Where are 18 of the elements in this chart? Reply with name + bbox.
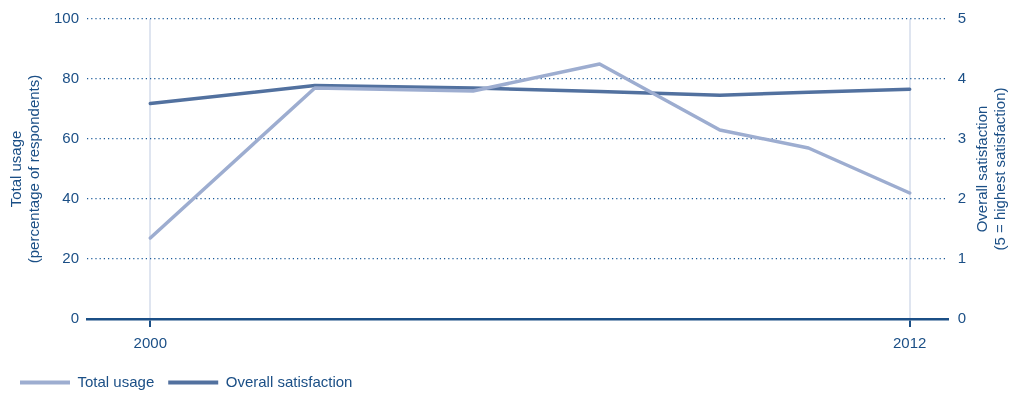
legend-label: Overall satisfaction (225, 372, 353, 390)
y-axis-title: Total usage (percentage of respondents) (7, 74, 43, 264)
y-tick-label: 40 (62, 189, 80, 207)
legend-label: Total usage (77, 372, 155, 390)
y-tick-label: 100 (54, 9, 80, 27)
y2-tick-label: 1 (957, 249, 966, 267)
x-tick-label: 2012 (893, 334, 927, 352)
y-tick-label: 60 (62, 129, 80, 147)
y2-tick-label: 3 (957, 129, 966, 147)
y2-tick-label: 5 (957, 9, 966, 27)
y-tick-label: 20 (62, 249, 80, 267)
x-tick-label: 2000 (133, 334, 167, 352)
y2-axis-title: Overall satisfaction (5 = highest satisfaction) (973, 87, 1009, 251)
y2-tick-label: 0 (957, 309, 966, 327)
y2-tick-label: 2 (957, 189, 966, 207)
y-tick-label: 80 (62, 69, 80, 87)
y2-tick-label: 4 (957, 69, 966, 87)
y-tick-label: 0 (70, 309, 80, 327)
